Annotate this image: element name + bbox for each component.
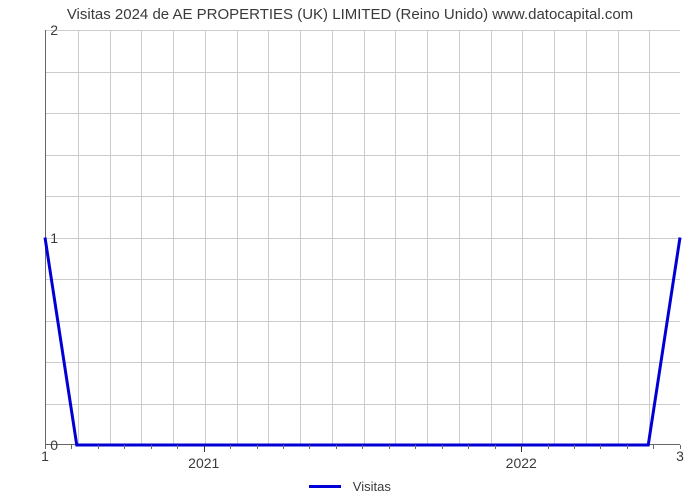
x-edge-label: 1 <box>41 448 49 464</box>
x-tick-label: 2022 <box>506 455 537 471</box>
line-series <box>45 30 680 445</box>
x-minor-ticks <box>45 445 680 451</box>
chart-title: Visitas 2024 de AE PROPERTIES (UK) LIMIT… <box>0 6 700 23</box>
x-edge-label: 3 <box>676 448 684 464</box>
legend: Visitas <box>0 478 700 494</box>
y-tick-label: 2 <box>28 22 58 38</box>
y-tick-label: 1 <box>28 230 58 246</box>
legend-swatch <box>309 485 341 488</box>
legend-label: Visitas <box>353 479 391 494</box>
x-tick-label: 2021 <box>188 455 219 471</box>
chart-container: Visitas 2024 de AE PROPERTIES (UK) LIMIT… <box>0 0 700 500</box>
